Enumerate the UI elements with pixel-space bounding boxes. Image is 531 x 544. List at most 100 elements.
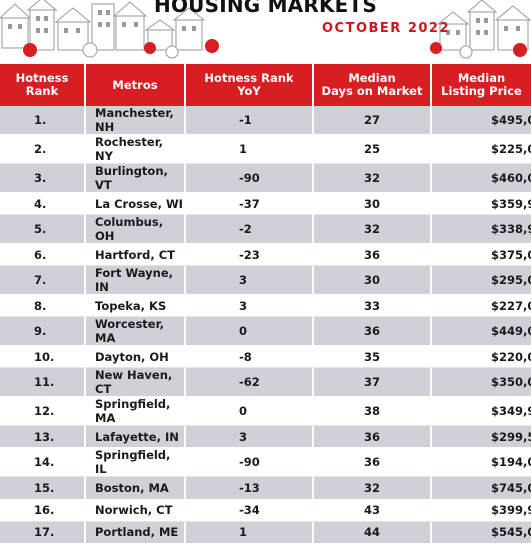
cell-metro: Manchester, NH — [86, 106, 186, 135]
cell-listing-price: $299,500 — [432, 426, 531, 449]
column-header-hotness-rank-yoy: Hotness Rank YoY — [186, 64, 314, 106]
cell-rank-yoy: 3 — [186, 266, 314, 296]
cell-metro: Topeka, KS — [86, 295, 186, 318]
cell-days-on-market: 30 — [314, 266, 432, 296]
cell-days-on-market: 36 — [314, 426, 432, 449]
table-header-row: Hotness Rank Metros Hotness Rank YoY Med… — [0, 64, 531, 106]
cell-rank-yoy: 0 — [186, 317, 314, 347]
cell-rank: 5. — [0, 215, 86, 245]
column-header-metros: Metros — [86, 64, 186, 106]
cell-listing-price: $460,000 — [432, 164, 531, 193]
cell-metro: Burlington, VT — [86, 164, 186, 193]
cell-rank: 16. — [0, 499, 86, 522]
cell-rank-yoy: 1 — [186, 135, 314, 164]
cell-days-on-market: 35 — [314, 346, 432, 369]
town-skyline-illustration — [0, 0, 531, 59]
table-row: 10. Dayton, OH -8 35 $220,000 — [0, 346, 531, 369]
column-header-median-days-on-market: Median Days on Market — [314, 64, 432, 106]
cell-days-on-market: 43 — [314, 499, 432, 522]
table-row: 15. Boston, MA -13 32 $745,000 — [0, 477, 531, 500]
cell-listing-price: $295,000 — [432, 266, 531, 296]
cell-rank-yoy: -34 — [186, 499, 314, 522]
table-row: 4. La Crosse, WI -37 30 $359,900 — [0, 193, 531, 216]
cell-rank: 15. — [0, 477, 86, 500]
cell-rank-yoy: 3 — [186, 426, 314, 449]
cell-rank: 6. — [0, 244, 86, 267]
cell-days-on-market: 32 — [314, 477, 432, 500]
cell-rank-yoy: -8 — [186, 346, 314, 369]
table-row: 3. Burlington, VT -90 32 $460,000 — [0, 164, 531, 193]
cell-metro: Springfield, MA — [86, 397, 186, 427]
table-row: 9. Worcester, MA 0 36 $449,000 — [0, 317, 531, 347]
cell-listing-price: $349,900 — [432, 397, 531, 427]
table-row: 5. Columbus, OH -2 32 $338,900 — [0, 215, 531, 245]
cell-days-on-market: 33 — [314, 295, 432, 318]
cell-rank-yoy: 3 — [186, 295, 314, 318]
table-row: 13. Lafayette, IN 3 36 $299,500 — [0, 426, 531, 449]
cell-rank-yoy: -2 — [186, 215, 314, 245]
cell-listing-price: $194,000 — [432, 448, 531, 478]
cell-days-on-market: 36 — [314, 317, 432, 347]
cell-rank-yoy: 0 — [186, 397, 314, 427]
cell-listing-price: $338,900 — [432, 215, 531, 245]
cell-days-on-market: 32 — [314, 164, 432, 193]
page-title: HOUSING MARKETS — [154, 0, 377, 17]
cell-days-on-market: 37 — [314, 368, 432, 398]
cell-listing-price: $227,000 — [432, 295, 531, 318]
header-banner: HOUSING MARKETS OCTOBER 2022 — [0, 0, 531, 64]
cell-rank: 3. — [0, 164, 86, 193]
cell-listing-price: $225,000 — [432, 135, 531, 164]
cell-rank-yoy: -13 — [186, 477, 314, 500]
cell-listing-price: $495,000 — [432, 106, 531, 135]
cell-metro: Portland, ME — [86, 521, 186, 544]
table-row: 16. Norwich, CT -34 43 $399,900 — [0, 499, 531, 522]
cell-days-on-market: 36 — [314, 448, 432, 478]
cell-rank: 8. — [0, 295, 86, 318]
cell-listing-price: $359,900 — [432, 193, 531, 216]
cell-rank-yoy: -37 — [186, 193, 314, 216]
cell-listing-price: $220,000 — [432, 346, 531, 369]
cell-rank-yoy: -90 — [186, 448, 314, 478]
table-row: 1. Manchester, NH -1 27 $495,000 — [0, 106, 531, 135]
cell-metro: Springfield, IL — [86, 448, 186, 478]
column-header-median-listing-price: Median Listing Price — [432, 64, 531, 106]
column-header-hotness-rank: Hotness Rank — [0, 64, 86, 106]
cell-rank: 4. — [0, 193, 86, 216]
cell-metro: Rochester, NY — [86, 135, 186, 164]
cell-rank: 10. — [0, 346, 86, 369]
cell-days-on-market: 32 — [314, 215, 432, 245]
cell-rank: 7. — [0, 266, 86, 296]
cell-rank: 9. — [0, 317, 86, 347]
cell-metro: La Crosse, WI — [86, 193, 186, 216]
table-row: 8. Topeka, KS 3 33 $227,000 — [0, 295, 531, 318]
cell-metro: New Haven, CT — [86, 368, 186, 398]
cell-listing-price: $745,000 — [432, 477, 531, 500]
cell-metro: Dayton, OH — [86, 346, 186, 369]
cell-listing-price: $449,000 — [432, 317, 531, 347]
cell-metro: Worcester, MA — [86, 317, 186, 347]
table-row: 2. Rochester, NY 1 25 $225,000 — [0, 135, 531, 164]
cell-rank: 13. — [0, 426, 86, 449]
cell-rank: 1. — [0, 106, 86, 135]
cell-rank-yoy: -1 — [186, 106, 314, 135]
cell-rank: 11. — [0, 368, 86, 398]
page-subtitle: OCTOBER 2022 — [322, 21, 451, 36]
table-row: 17. Portland, ME 1 44 $545,000 — [0, 521, 531, 544]
cell-listing-price: $350,000 — [432, 368, 531, 398]
cell-rank-yoy: -23 — [186, 244, 314, 267]
cell-days-on-market: 27 — [314, 106, 432, 135]
cell-metro: Columbus, OH — [86, 215, 186, 245]
cell-rank: 14. — [0, 448, 86, 478]
cell-days-on-market: 38 — [314, 397, 432, 427]
cell-days-on-market: 44 — [314, 521, 432, 544]
cell-rank: 17. — [0, 521, 86, 544]
cell-metro: Lafayette, IN — [86, 426, 186, 449]
cell-listing-price: $399,900 — [432, 499, 531, 522]
table-row: 11. New Haven, CT -62 37 $350,000 — [0, 368, 531, 398]
cell-days-on-market: 25 — [314, 135, 432, 164]
cell-metro: Norwich, CT — [86, 499, 186, 522]
table-row: 6. Hartford, CT -23 36 $375,000 — [0, 244, 531, 267]
cell-metro: Boston, MA — [86, 477, 186, 500]
cell-days-on-market: 36 — [314, 244, 432, 267]
cell-metro: Fort Wayne, IN — [86, 266, 186, 296]
